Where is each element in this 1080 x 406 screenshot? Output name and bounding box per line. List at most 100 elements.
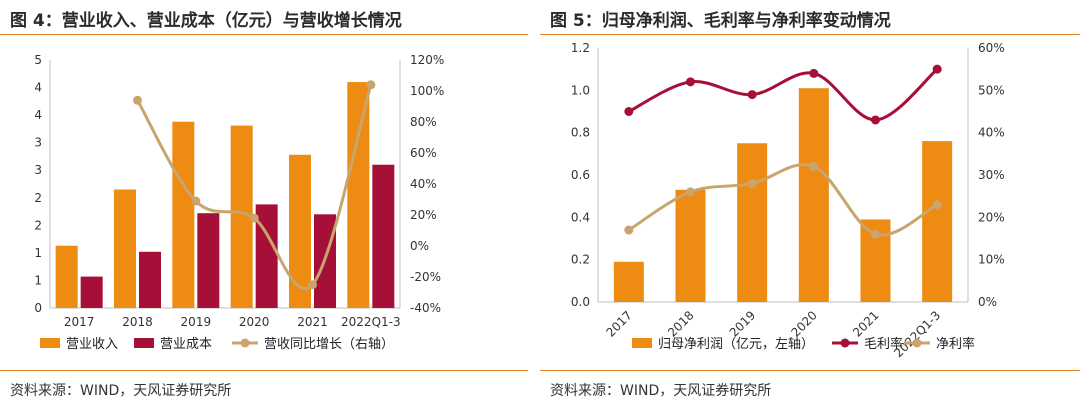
bar-primary xyxy=(922,141,953,302)
left-y-tick-label: 1 xyxy=(34,246,42,260)
right-figure-panel: 图 5：归母净利润、毛利率与净利率变动情况 0.0 0.2 0.4 0.6 0.8 1.0… xyxy=(540,0,1080,406)
x-category-label: 2019 xyxy=(727,308,758,339)
right-chart: 0.0 0.2 0.4 0.6 0.8 1.0 1.2 0% 10% 20% 30% 40% 50% 60… xyxy=(571,41,1005,360)
x-category-label: 2020 xyxy=(239,315,270,329)
line-point-1 xyxy=(624,107,634,116)
line-point-1 xyxy=(249,213,259,223)
left-y-tick-label: 5 xyxy=(34,53,42,67)
left-y-tick-label: 0 xyxy=(34,301,42,315)
legend-swatch xyxy=(632,338,652,348)
left-y-tick-label: 3 xyxy=(34,136,42,150)
left-source-rule xyxy=(0,370,528,371)
left-source-note: 资料来源：WIND，天风证券研究所 xyxy=(10,383,232,399)
bar-secondary xyxy=(197,213,220,308)
left-y-tick-label: 2 xyxy=(34,191,42,205)
bar-primary xyxy=(289,154,311,308)
left-y-tick-label: 1.0 xyxy=(571,83,590,97)
bar-primary xyxy=(675,189,706,302)
right-y-tick-label: 60% xyxy=(978,41,1005,55)
x-category-label: 2018 xyxy=(122,315,153,329)
right-y-tick-label: 100% xyxy=(410,84,444,98)
line-point-1 xyxy=(809,68,819,78)
line-point-1 xyxy=(191,196,201,206)
left-y-tick-label: 0.6 xyxy=(571,168,590,182)
x-category-label: 2022Q1-3 xyxy=(341,315,401,329)
bar-primary xyxy=(798,88,829,302)
right-y-tick-label: -40% xyxy=(410,301,441,315)
right-title-rule xyxy=(540,34,1080,35)
right-y-tick-label: 40% xyxy=(978,126,1005,140)
left-y-tick-label: 4 xyxy=(34,108,42,122)
bar-primary xyxy=(737,143,768,302)
x-category-label: 2021 xyxy=(297,315,328,329)
right-y-tick-label: 80% xyxy=(410,115,437,129)
left-chart: 0 1 1 2 2 3 3 4 4 5 -40% -20% 0% 20% 40% 60% 80% 100% 120%… xyxy=(34,53,444,352)
right-y-tick-label: 50% xyxy=(978,83,1005,97)
legend-marker xyxy=(912,338,922,348)
left-y-tick-label: 4 xyxy=(34,81,42,95)
line-point-1 xyxy=(366,80,376,90)
line-point-1 xyxy=(932,64,942,74)
line-series-1 xyxy=(136,84,373,290)
right-y-tick-label: 20% xyxy=(410,208,437,222)
line-point-2 xyxy=(932,200,942,210)
left-y-tick-label: 0.8 xyxy=(571,126,590,140)
legend-label: 营收同比增长（右轴） xyxy=(264,337,394,352)
left-figure-panel: 图 4：营业收入、营业成本（亿元）与营收增长情况 0 1 1 2 2 3 3 4 4 5 -40% -… xyxy=(0,0,528,406)
right-y-tick-label: 20% xyxy=(978,210,1005,224)
bar-secondary xyxy=(255,204,278,308)
right-y-tick-label: -20% xyxy=(410,270,441,284)
bar-primary xyxy=(114,189,136,308)
legend-label: 净利率 xyxy=(936,336,975,352)
bar-primary xyxy=(613,261,644,302)
line-point-2 xyxy=(809,162,819,172)
line-point-1 xyxy=(871,115,880,125)
bar-secondary xyxy=(139,251,161,308)
line-series-1 xyxy=(628,68,939,122)
legend-marker xyxy=(240,338,250,348)
x-category-label: 2022Q1-3 xyxy=(891,308,943,360)
line-point-1 xyxy=(747,90,757,100)
right-source-note: 资料来源：WIND，天风证券研究所 xyxy=(550,383,772,399)
x-category-label: 2017 xyxy=(603,308,634,339)
right-source-rule xyxy=(540,370,1080,371)
right-y-tick-label: 10% xyxy=(978,253,1005,267)
right-figure-title: 图 5：归母净利润、毛利率与净利率变动情况 xyxy=(550,11,891,31)
line-point-2 xyxy=(686,187,695,197)
right-y-tick-label: 120% xyxy=(410,53,444,67)
bar-primary xyxy=(347,82,370,308)
right-y-tick-label: 30% xyxy=(978,168,1005,182)
bar-secondary xyxy=(372,164,395,308)
right-y-tick-label: 0% xyxy=(410,239,429,253)
legend-label: 营业收入 xyxy=(66,337,118,352)
line-point-2 xyxy=(747,178,757,188)
x-category-label: 2017 xyxy=(64,315,95,329)
left-title-rule xyxy=(0,34,528,35)
left-y-tick-label: 0.4 xyxy=(571,210,590,224)
bar-primary xyxy=(230,125,253,309)
line-series-2 xyxy=(628,163,938,237)
x-category-label: 2018 xyxy=(665,308,696,339)
legend-swatch xyxy=(134,338,154,348)
x-category-label: 2019 xyxy=(181,315,212,329)
line-point-1 xyxy=(308,280,317,290)
line-point-1 xyxy=(133,95,142,105)
right-y-tick-label: 60% xyxy=(410,146,437,160)
left-y-tick-label: 2 xyxy=(34,218,42,232)
legend-label: 归母净利润（亿元，左轴） xyxy=(658,337,814,352)
x-category-label: 2021 xyxy=(850,308,881,339)
legend-marker xyxy=(840,338,850,348)
legend-label: 营业成本 xyxy=(160,337,212,352)
legend-swatch xyxy=(40,338,60,348)
left-y-tick-label: 1.2 xyxy=(571,41,590,55)
bar-primary xyxy=(55,245,78,308)
line-point-1 xyxy=(686,77,695,87)
line-point-2 xyxy=(624,225,634,235)
left-y-tick-label: 0.0 xyxy=(571,295,590,309)
left-figure-title: 图 4：营业收入、营业成本（亿元）与营收增长情况 xyxy=(10,11,402,31)
bar-secondary xyxy=(80,276,103,308)
left-y-tick-label: 3 xyxy=(34,163,42,177)
legend-label: 毛利率 xyxy=(864,336,903,352)
right-y-tick-label: 40% xyxy=(410,177,437,191)
right-y-tick-label: 0% xyxy=(978,295,997,309)
